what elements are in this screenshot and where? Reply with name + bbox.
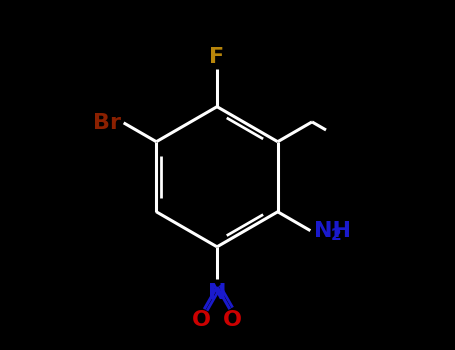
- Text: 2: 2: [330, 228, 341, 243]
- Text: Br: Br: [93, 113, 121, 133]
- Text: O: O: [223, 310, 242, 330]
- Text: F: F: [209, 47, 225, 67]
- Text: O: O: [192, 310, 211, 330]
- Text: N: N: [208, 283, 226, 303]
- Text: NH: NH: [313, 220, 351, 241]
